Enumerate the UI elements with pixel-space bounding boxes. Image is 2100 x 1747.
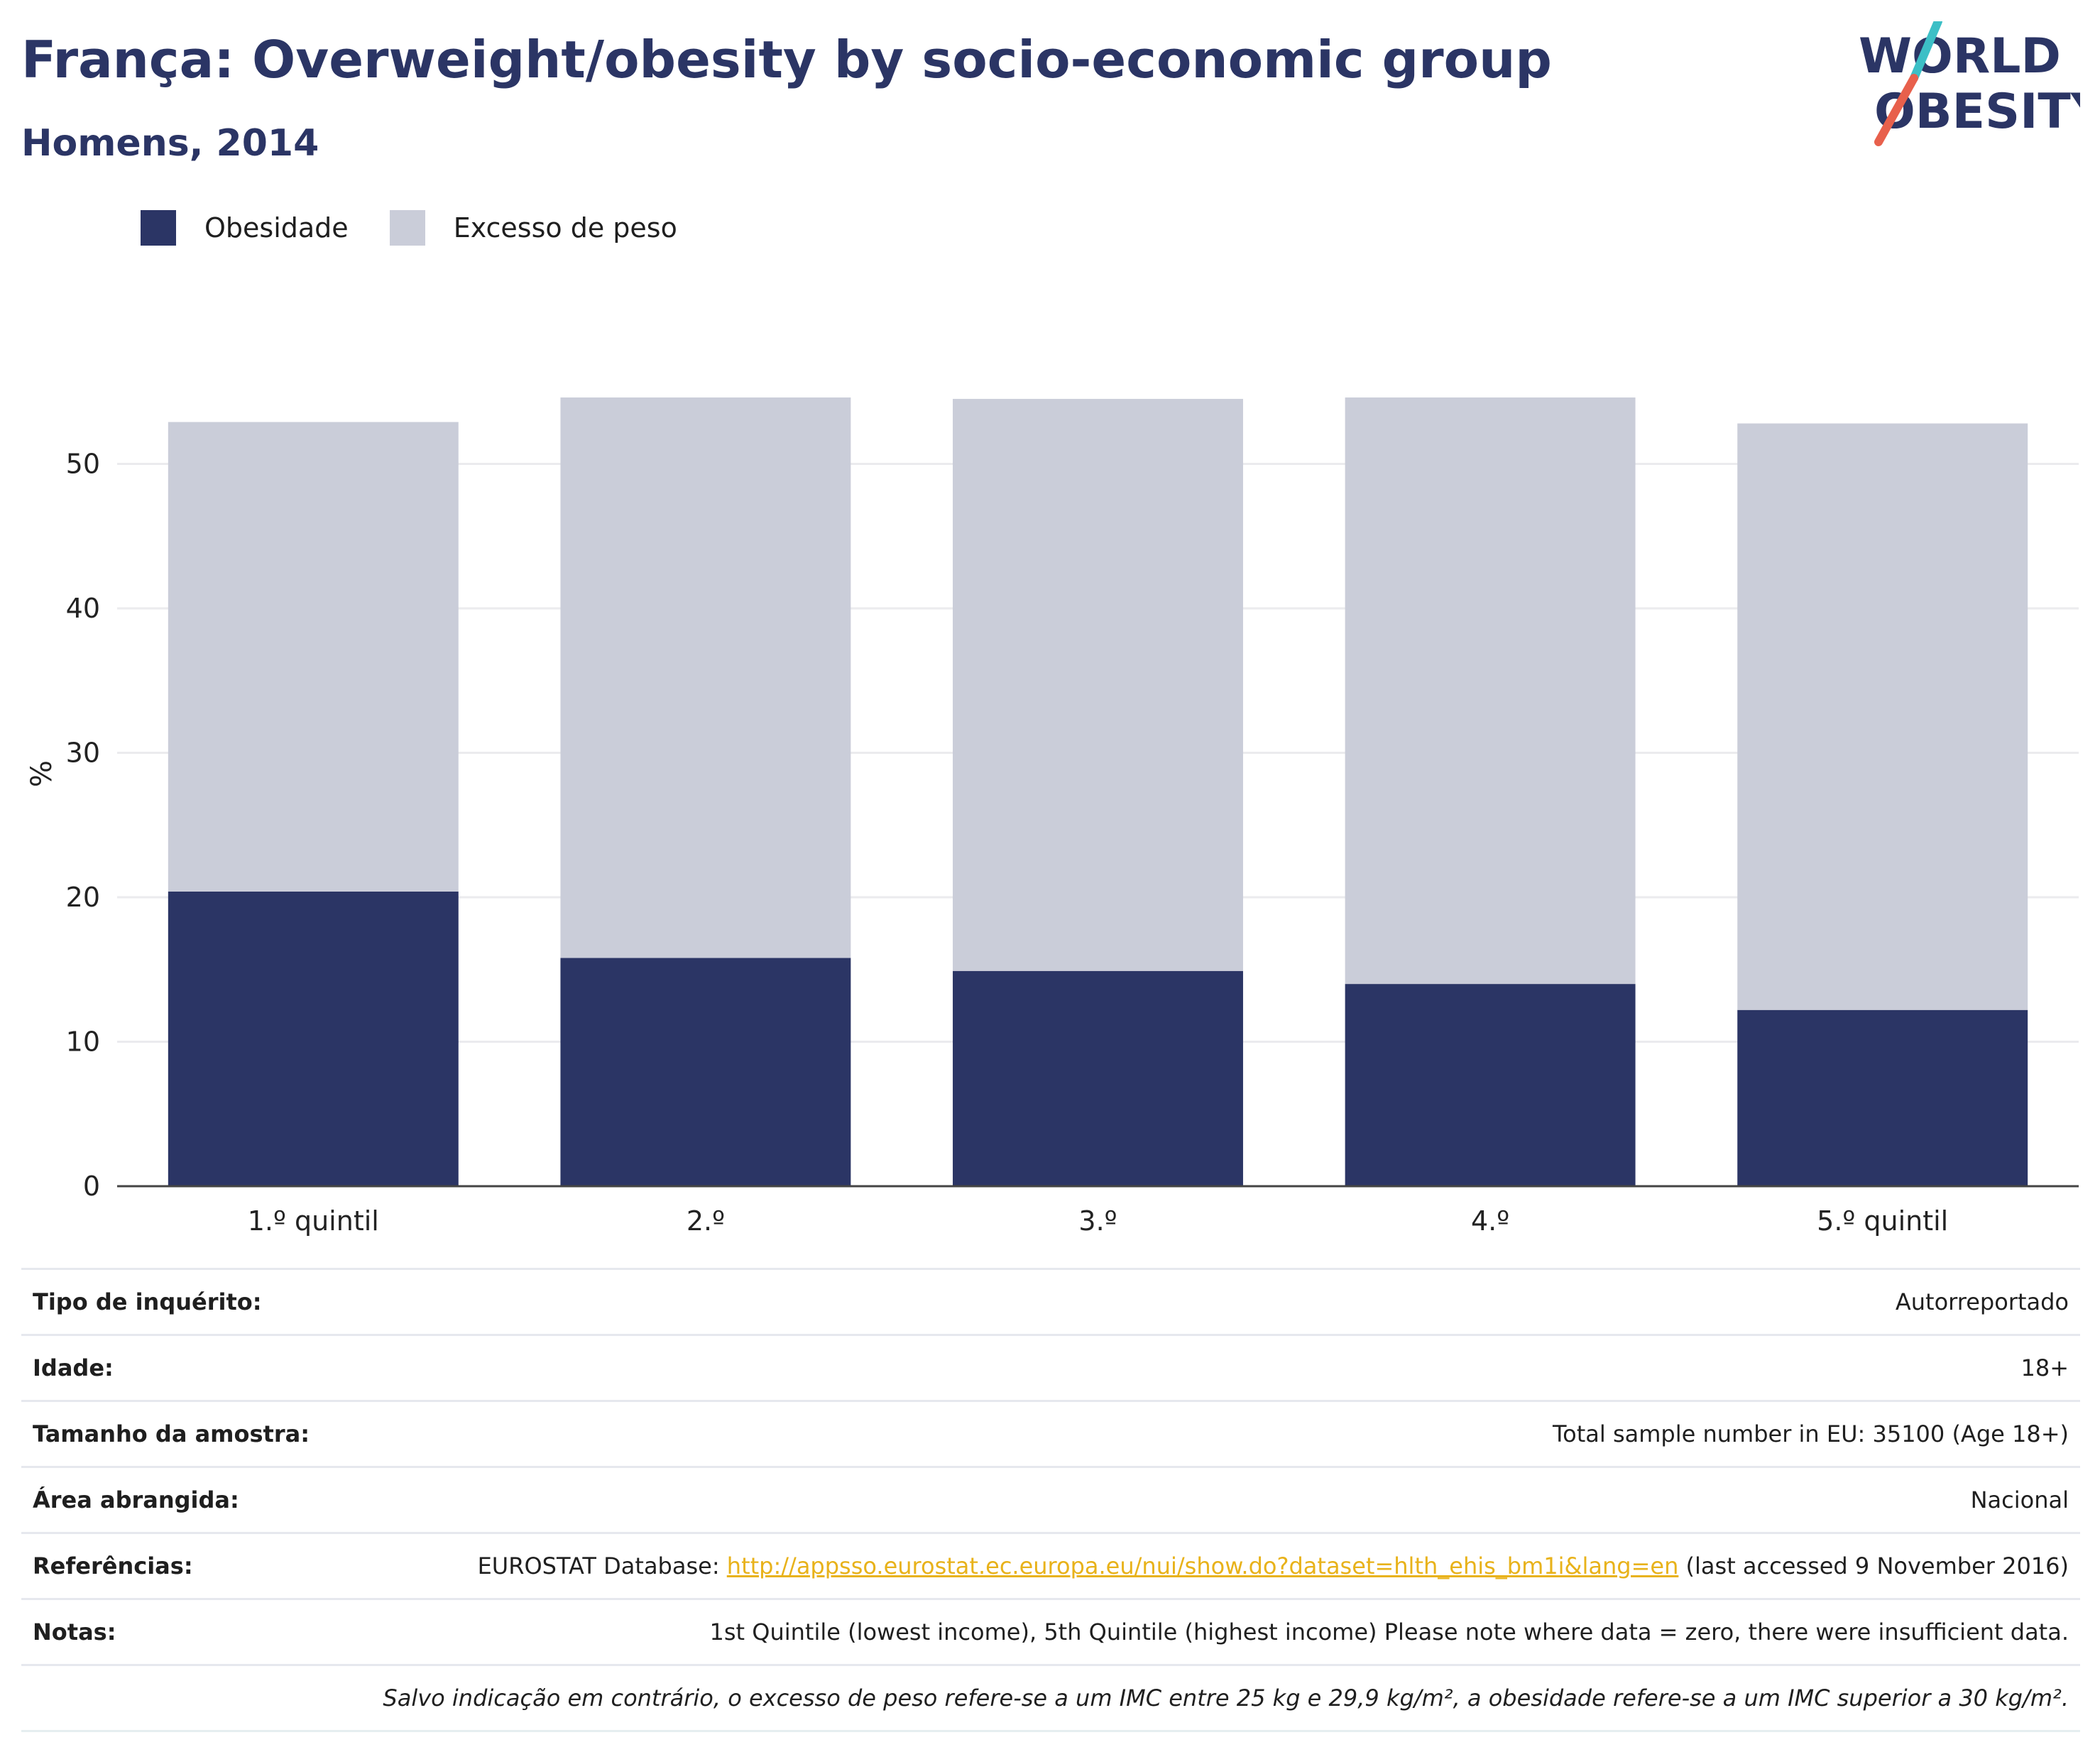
y-tick-label: 20 xyxy=(66,882,100,913)
info-value: Autorreportado xyxy=(442,1268,2080,1335)
info-row-references: Referências: EUROSTAT Database: http://a… xyxy=(21,1532,2080,1599)
bar-obesity[interactable] xyxy=(953,970,1243,1186)
info-row-footnote: Salvo indicação em contrário, o excesso … xyxy=(21,1664,2080,1732)
info-value: 1st Quintile (lowest income), 5th Quinti… xyxy=(442,1598,2080,1665)
x-tick-label: 3.º xyxy=(1078,1205,1117,1237)
x-tick-label: 2.º xyxy=(687,1205,725,1237)
page-subtitle: Homens, 2014 xyxy=(21,122,319,165)
legend-swatch-obesity xyxy=(141,210,176,246)
bar-obesity[interactable] xyxy=(1737,1009,2028,1186)
y-tick-label: 0 xyxy=(83,1171,100,1202)
legend-label-obesity: Obesidade xyxy=(204,212,349,243)
bar-obesity[interactable] xyxy=(168,891,459,1186)
bar-overweight[interactable] xyxy=(168,422,459,892)
info-table: Tipo de inquérito: Autorreportado Idade:… xyxy=(21,1268,2080,1732)
info-row-survey-type: Tipo de inquérito: Autorreportado xyxy=(21,1268,2080,1335)
info-key: Tipo de inquérito: xyxy=(21,1268,442,1335)
footnote: Salvo indicação em contrário, o excesso … xyxy=(21,1664,2080,1732)
world-obesity-logo: WORLD OBESITY xyxy=(1859,21,2080,146)
logo-slash-bottom xyxy=(1874,74,1918,146)
reference-suffix: (last accessed 9 November 2016) xyxy=(1678,1552,2069,1579)
x-tick-label: 4.º xyxy=(1471,1205,1509,1237)
legend-swatch-overweight xyxy=(389,210,425,246)
legend-item-obesity[interactable]: Obesidade xyxy=(141,210,349,246)
info-key: Área abrangida: xyxy=(21,1466,442,1533)
bar-obesity[interactable] xyxy=(1345,984,1636,1186)
info-value: Total sample number in EU: 35100 (Age 18… xyxy=(442,1400,2080,1467)
info-row-notes: Notas: 1st Quintile (lowest income), 5th… xyxy=(21,1598,2080,1665)
bar-overweight[interactable] xyxy=(1737,423,2028,1010)
info-row-age: Idade: 18+ xyxy=(21,1334,2080,1401)
info-key: Tamanho da amostra: xyxy=(21,1400,442,1467)
info-key: Notas: xyxy=(21,1598,442,1665)
y-tick-label: 10 xyxy=(66,1026,100,1058)
y-tick-labels: 0 10 20 30 40 50 xyxy=(66,449,100,1203)
x-tick-labels: 1.º quintil 2.º 3.º 4.º 5.º quintil xyxy=(248,1205,1949,1237)
bar-obesity[interactable] xyxy=(560,958,851,1186)
bar-overweight[interactable] xyxy=(953,398,1243,971)
legend-label-overweight: Excesso de peso xyxy=(453,212,677,243)
bars xyxy=(168,397,2028,1186)
info-value: Nacional xyxy=(442,1466,2080,1533)
y-tick-label: 40 xyxy=(66,593,100,624)
page-title: França: Overweight/obesity by socio-econ… xyxy=(21,30,1552,89)
reference-prefix: EUROSTAT Database: xyxy=(477,1552,727,1579)
chart-legend: Obesidade Excesso de peso xyxy=(141,210,718,246)
logo-slash-top xyxy=(1910,21,1942,82)
info-key: Referências: xyxy=(21,1532,442,1599)
info-row-area: Área abrangida: Nacional xyxy=(21,1466,2080,1533)
info-value: EUROSTAT Database: http://appsso.eurosta… xyxy=(442,1532,2080,1599)
x-tick-label: 5.º quintil xyxy=(1817,1205,1948,1237)
bar-chart: 0 10 20 30 40 50 1.º quintil 2.º 3.º 4.º 5.º quin… xyxy=(26,397,2079,1237)
y-tick-label: 30 xyxy=(66,738,100,769)
info-value: 18+ xyxy=(442,1334,2080,1401)
bar-overweight[interactable] xyxy=(1345,397,1636,985)
logo-line1: WORLD xyxy=(1859,28,2061,84)
reference-link[interactable]: http://appsso.eurostat.ec.europa.eu/nui/… xyxy=(726,1552,1679,1579)
legend-item-overweight[interactable]: Excesso de peso xyxy=(389,210,677,246)
bar-overweight[interactable] xyxy=(560,397,851,958)
info-key: Idade: xyxy=(21,1334,442,1401)
y-axis-title: % xyxy=(26,760,58,787)
x-tick-label: 1.º quintil xyxy=(248,1205,379,1237)
info-row-sample-size: Tamanho da amostra: Total sample number … xyxy=(21,1400,2080,1467)
y-tick-label: 50 xyxy=(66,449,100,480)
